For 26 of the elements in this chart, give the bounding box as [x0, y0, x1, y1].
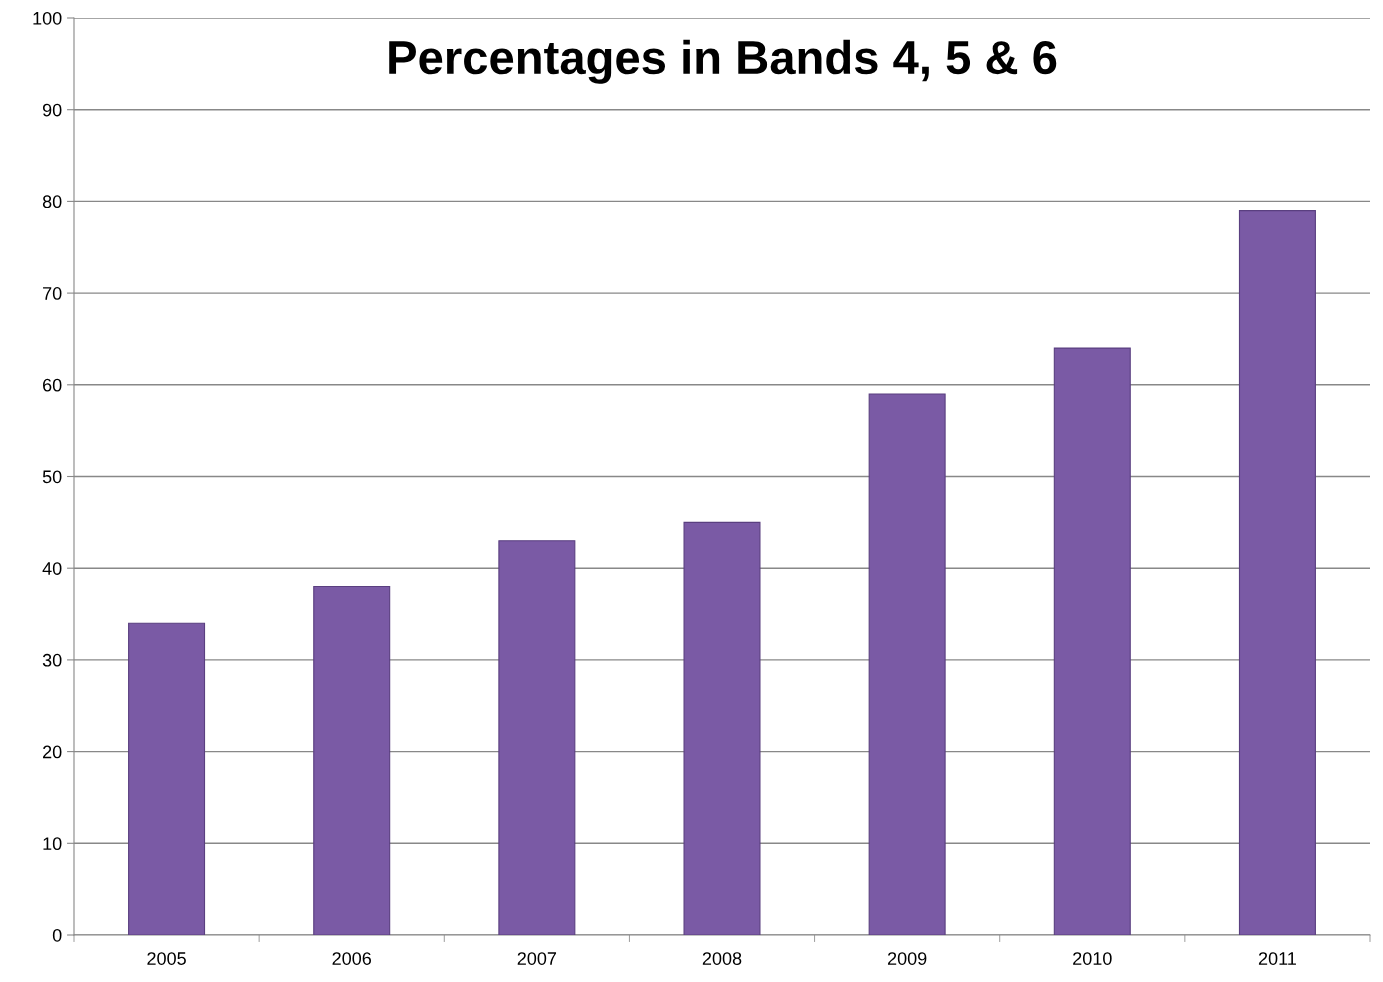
x-tick-label: 2009 — [887, 952, 927, 965]
y-tick-label: 70 — [43, 287, 62, 300]
y-tick-label: 60 — [43, 378, 62, 392]
x-tick-label: 2007 — [517, 952, 557, 965]
y-tick-label: 40 — [42, 562, 62, 575]
x-tick-label: 2008 — [702, 952, 742, 965]
bar — [128, 622, 206, 935]
bar — [868, 393, 946, 935]
y-tick-label: 0 — [52, 928, 62, 942]
y-tick-label: 10 — [43, 837, 62, 851]
y-tick-label: 100 — [33, 11, 62, 25]
bar — [498, 540, 576, 935]
chart-title: Percentages in Bands 4, 5 & 6 — [389, 39, 1057, 84]
x-tick-label: 2011 — [1258, 952, 1296, 965]
x-tick-label: 2006 — [332, 952, 372, 965]
bar — [683, 521, 761, 935]
y-tick-label: 20 — [43, 745, 62, 759]
y-tick-label: 90 — [42, 103, 62, 117]
y-tick-label: 80 — [42, 195, 62, 209]
y-tick-label: 30 — [42, 653, 62, 667]
bar — [1053, 347, 1131, 935]
x-tick-label: 2010 — [1073, 952, 1112, 965]
y-tick-label: 50 — [42, 470, 62, 484]
bar — [1238, 210, 1316, 935]
x-tick-label: 2005 — [147, 952, 186, 965]
bar — [313, 585, 391, 935]
